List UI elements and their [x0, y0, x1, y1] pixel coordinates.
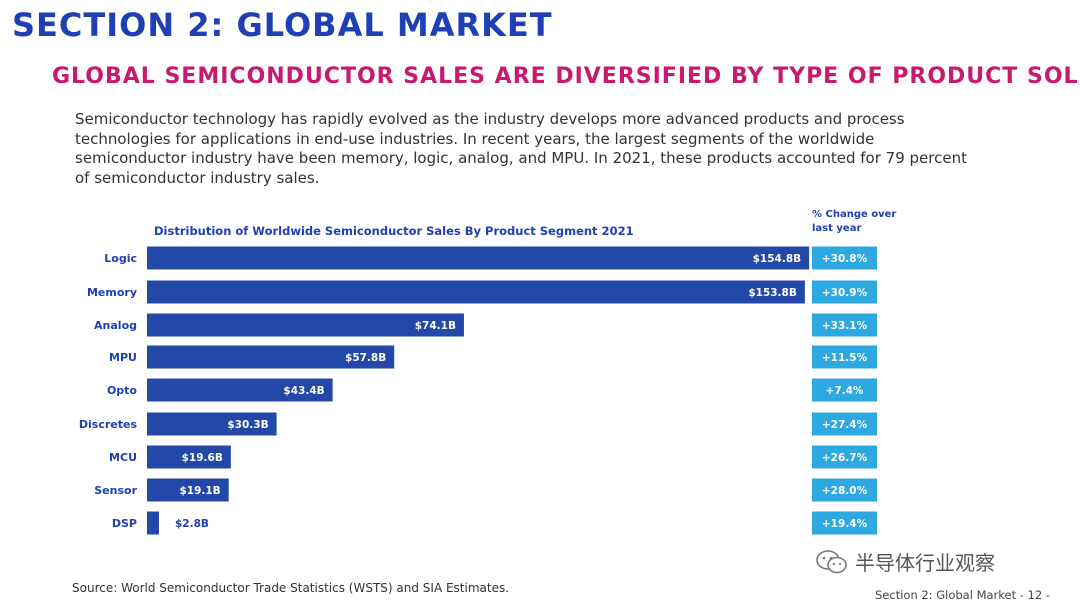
intro-paragraph: Semiconductor technology has rapidly evo… — [75, 110, 967, 187]
value-label-mpu: $57.8B — [345, 352, 386, 364]
change-label-discretes: +27.4% — [822, 419, 868, 431]
change-label-dsp: +19.4% — [822, 518, 868, 530]
change-box-sensor — [812, 478, 877, 502]
change-label-analog: +33.1% — [822, 320, 868, 332]
bar-logic — [147, 246, 810, 270]
value-label-sensor: $19.1B — [179, 485, 220, 497]
change-label-memory: +30.9% — [822, 287, 868, 299]
value-label-analog: $74.1B — [415, 320, 456, 332]
bar-mpu — [147, 345, 395, 369]
change-label-sensor: +28.0% — [822, 485, 868, 497]
change-column-header: % Change over last year — [812, 209, 897, 234]
change-label-logic: +30.8% — [822, 253, 868, 265]
change-box-logic — [812, 246, 877, 270]
bar-mcu — [147, 445, 231, 469]
category-label-dsp: DSP — [112, 517, 137, 530]
change-box-opto — [812, 378, 877, 402]
change-box-mpu — [812, 345, 877, 369]
category-label-mcu: MCU — [109, 451, 137, 464]
watermark: 半导体行业观察 — [815, 547, 995, 576]
change-label-opto: +7.4% — [826, 385, 864, 397]
change-box-analog — [812, 313, 877, 337]
chart-title: Distribution of Worldwide Semiconductor … — [154, 224, 634, 238]
bar-sensor — [147, 478, 229, 502]
value-label-opto: $43.4B — [283, 385, 324, 397]
wechat-icon — [816, 549, 847, 573]
change-box-mcu — [812, 445, 877, 469]
bar-discretes — [147, 412, 277, 436]
bar-dsp — [147, 511, 159, 535]
category-label-discretes: Discretes — [79, 418, 138, 431]
category-label-memory: Memory — [87, 286, 137, 299]
value-label-discretes: $30.3B — [227, 419, 268, 431]
change-box-memory — [812, 280, 877, 304]
category-label-analog: Analog — [94, 319, 137, 332]
bar-analog — [147, 313, 464, 337]
watermark-text: 半导体行业观察 — [855, 551, 995, 575]
category-label-sensor: Sensor — [94, 484, 137, 497]
page-subtitle: GLOBAL SEMICONDUCTOR SALES ARE DIVERSIFI… — [52, 64, 1080, 89]
change-box-discretes — [812, 412, 877, 436]
category-label-logic: Logic — [104, 252, 137, 265]
category-label-opto: Opto — [107, 384, 137, 397]
source-note: Source: World Semiconductor Trade Statis… — [72, 581, 510, 595]
section-title: SECTION 2: GLOBAL MARKET — [12, 6, 553, 44]
change-box-dsp — [812, 511, 877, 535]
change-label-mpu: +11.5% — [822, 352, 868, 364]
value-label-memory: $153.8B — [748, 287, 797, 299]
value-label-dsp: $2.8B — [175, 518, 209, 530]
value-label-logic: $154.8B — [753, 253, 802, 265]
value-label-mcu: $19.6B — [182, 452, 223, 464]
category-label-mpu: MPU — [109, 351, 137, 364]
bar-memory — [147, 280, 805, 304]
page-footer: Section 2: Global Market - 12 - — [875, 588, 1050, 602]
change-label-mcu: +26.7% — [822, 452, 868, 464]
bar-opto — [147, 378, 333, 402]
